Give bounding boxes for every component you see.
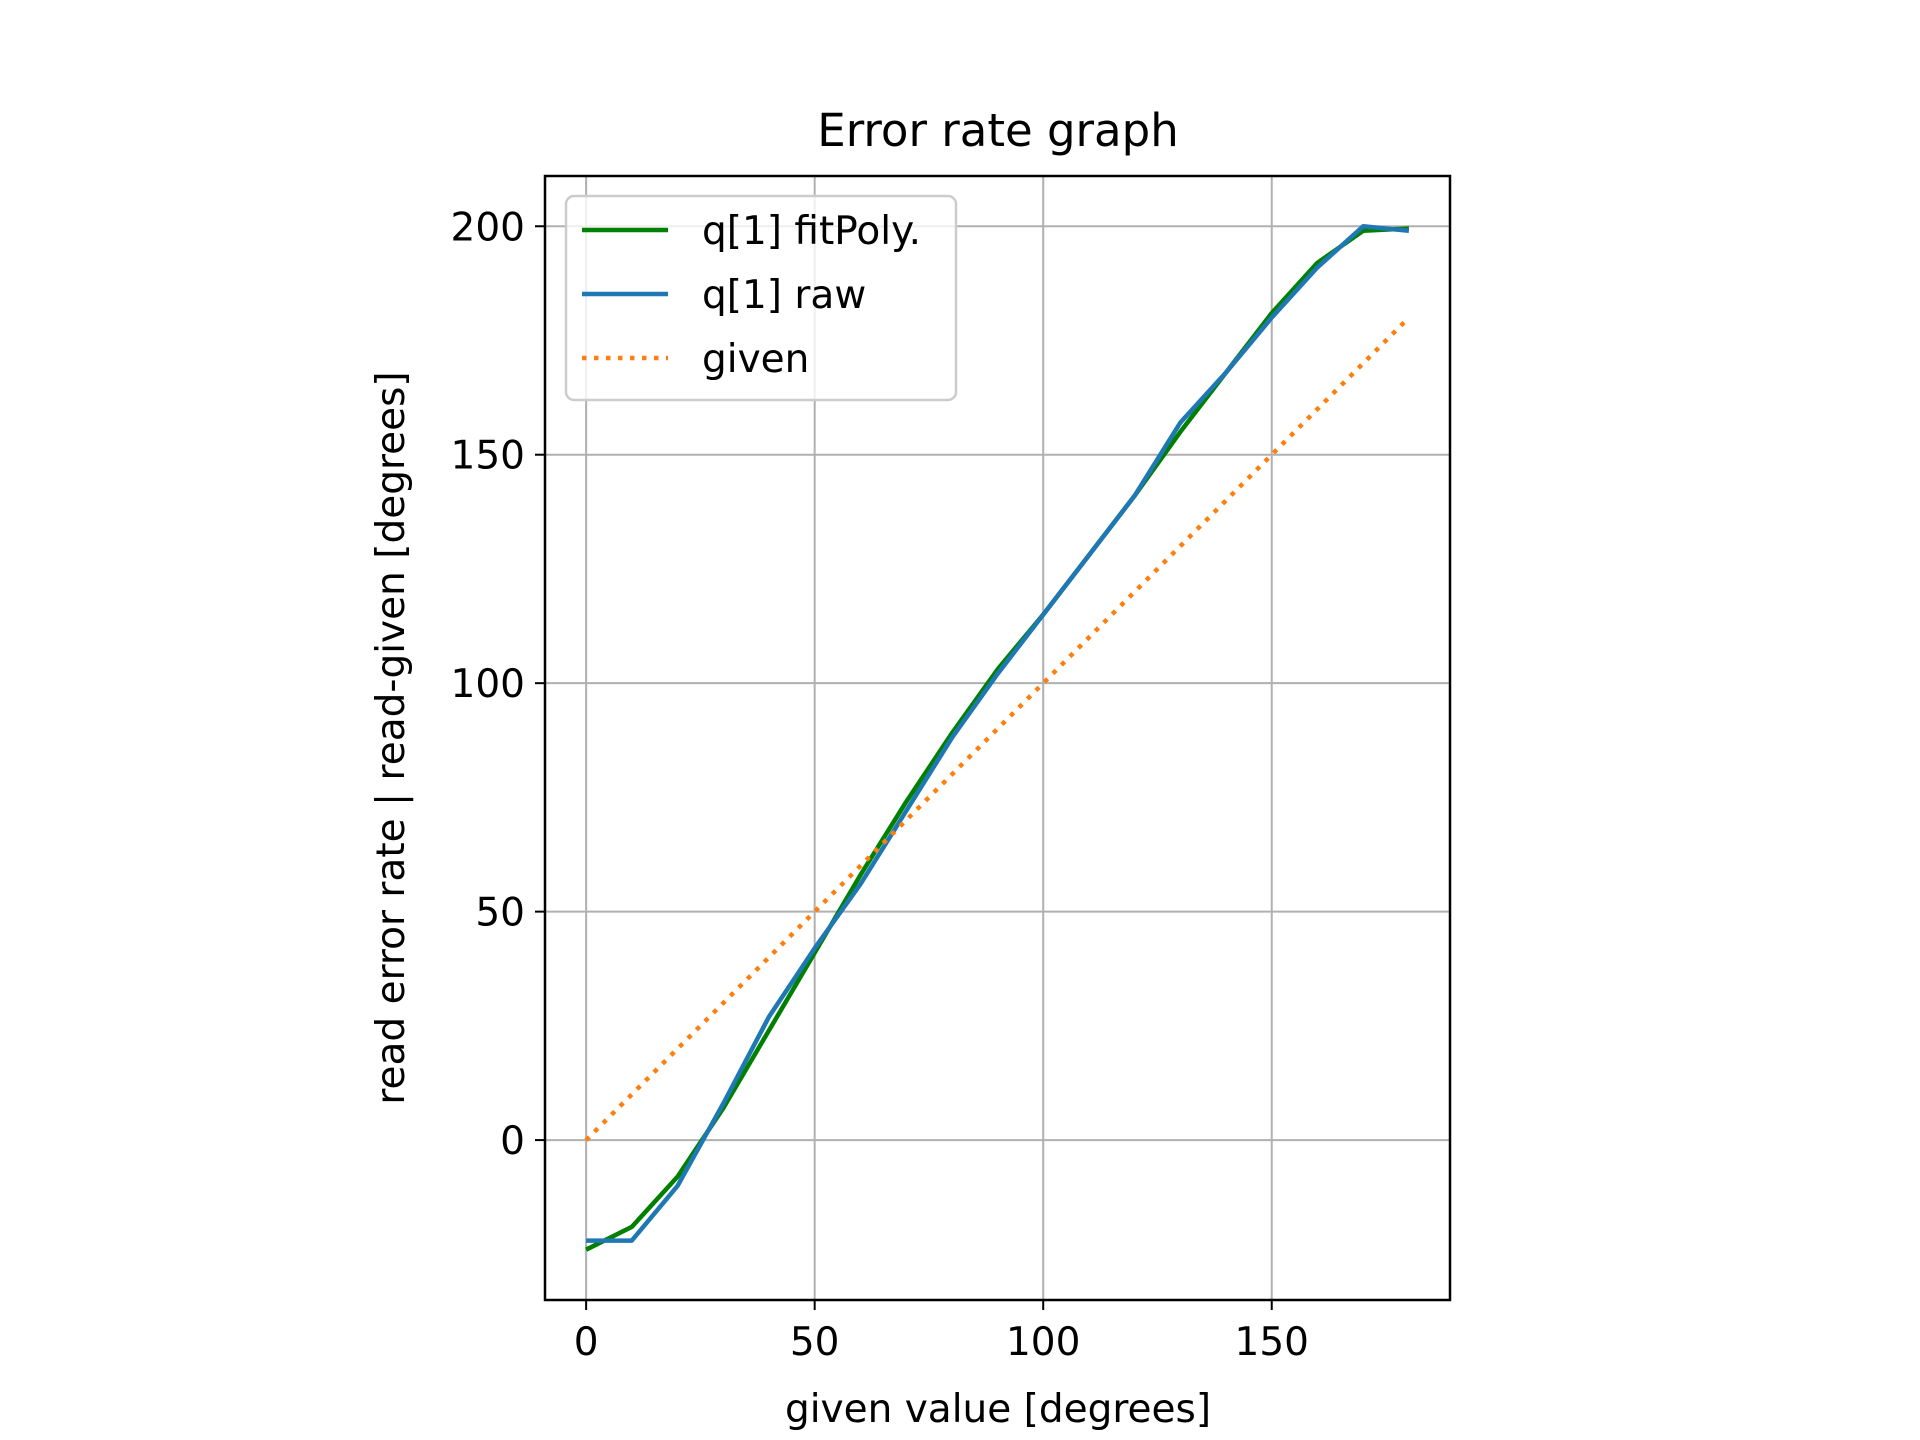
x-tick-label: 100 <box>1006 1320 1080 1365</box>
y-tick-label: 150 <box>451 434 525 479</box>
legend-entry-raw: q[1] raw <box>702 273 866 318</box>
series-lines <box>584 224 1411 1252</box>
raw-series-line <box>586 224 1410 1243</box>
plot-frame <box>543 174 1452 1302</box>
y-tick-label: 100 <box>451 662 525 707</box>
axis-ticks: 0 50 100 150 0 50 100 150 200 <box>451 205 1309 1365</box>
y-axis-label: read error rate | read-given [degrees] <box>369 371 414 1104</box>
legend-entry-given: given <box>702 337 809 382</box>
given-series-line <box>584 316 1411 1142</box>
x-tick-label: 150 <box>1235 1320 1309 1365</box>
x-axis-label: given value [degrees] <box>785 1387 1211 1432</box>
x-tick-label: 0 <box>574 1320 599 1365</box>
legend: q[1] fitPoly. q[1] raw given <box>564 194 958 402</box>
legend-entry-fitpoly: q[1] fitPoly. <box>702 209 921 254</box>
chart-title: Error rate graph <box>817 104 1178 157</box>
legend-box <box>564 194 958 402</box>
y-tick-label: 50 <box>475 891 525 936</box>
y-tick-label: 200 <box>451 205 525 250</box>
y-tick-label: 0 <box>500 1119 525 1164</box>
x-tick-label: 50 <box>790 1320 840 1365</box>
legend-entries: q[1] fitPoly. q[1] raw given <box>582 209 921 382</box>
